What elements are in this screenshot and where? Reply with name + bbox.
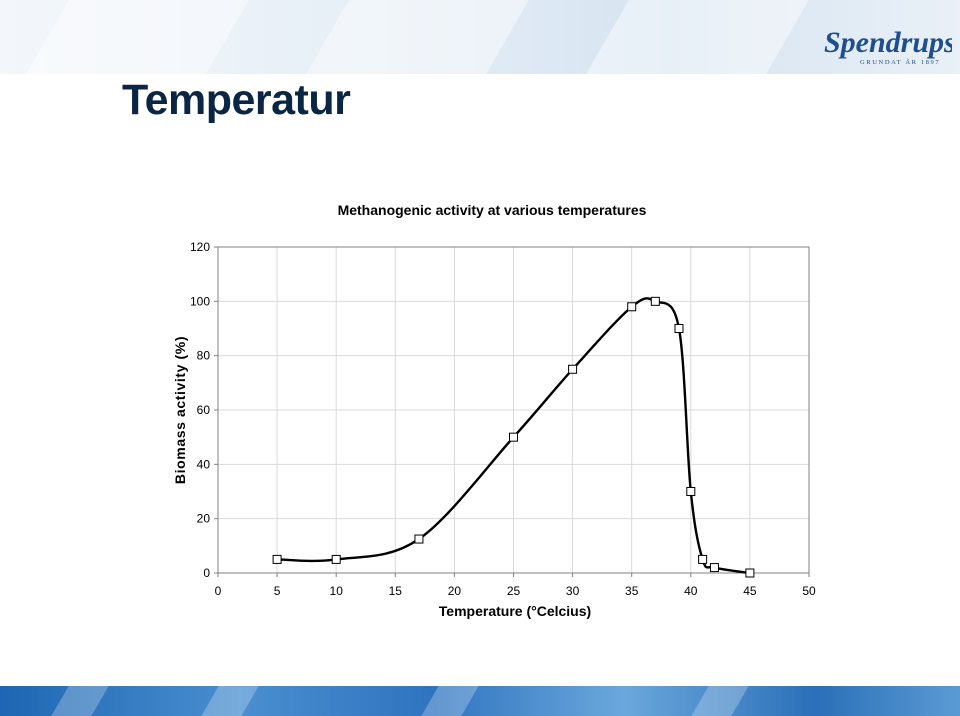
y-tick-label: 80 <box>197 349 211 363</box>
x-tick-label: 0 <box>215 584 222 598</box>
data-point <box>331 554 341 564</box>
x-tick-label: 35 <box>625 584 639 598</box>
chart-title: Methanogenic activity at various tempera… <box>338 202 647 218</box>
x-tick-label: 5 <box>274 584 281 598</box>
data-point <box>745 568 755 578</box>
data-point <box>509 432 518 442</box>
chart-ticks: 0 5 10 15 20 25 30 35 40 45 50 0 20 40 60 80 100 120 <box>190 240 816 598</box>
data-point <box>650 296 660 306</box>
x-tick-label: 45 <box>743 584 757 598</box>
data-point <box>686 487 696 496</box>
x-axis-label: Temperature (°Celcius) <box>439 603 591 619</box>
page-title: Temperatur <box>122 76 351 124</box>
x-tick-label: 30 <box>566 584 580 598</box>
y-tick-label: 20 <box>197 512 211 526</box>
x-tick-label: 15 <box>389 584 403 598</box>
data-point <box>414 534 424 544</box>
data-point <box>674 324 684 333</box>
y-tick-label: 60 <box>197 403 211 417</box>
x-tick-label: 40 <box>684 584 698 598</box>
x-tick-label: 20 <box>448 584 462 598</box>
y-tick-label: 40 <box>197 457 211 471</box>
series-markers <box>272 296 755 578</box>
header-band <box>0 0 960 74</box>
data-point <box>272 554 282 564</box>
data-point <box>568 364 578 374</box>
y-tick-label: 120 <box>190 240 210 254</box>
x-tick-label: 50 <box>802 584 816 598</box>
data-point <box>698 554 708 564</box>
x-tick-label: 10 <box>330 584 344 598</box>
logo-text: Spendrups <box>824 26 952 59</box>
spendrups-logo: Spendrups GRUNDAT ÅR 1897 <box>824 26 952 66</box>
footer-band <box>0 686 960 716</box>
logo-subtitle: GRUNDAT ÅR 1897 <box>860 58 940 66</box>
data-point <box>709 563 719 573</box>
x-tick-label: 25 <box>507 584 521 598</box>
data-point <box>627 302 637 312</box>
chart-grid <box>218 247 809 573</box>
y-axis-label: Biomass activity (%) <box>172 336 188 484</box>
y-tick-label: 100 <box>190 294 210 308</box>
y-tick-label: 0 <box>203 566 210 580</box>
